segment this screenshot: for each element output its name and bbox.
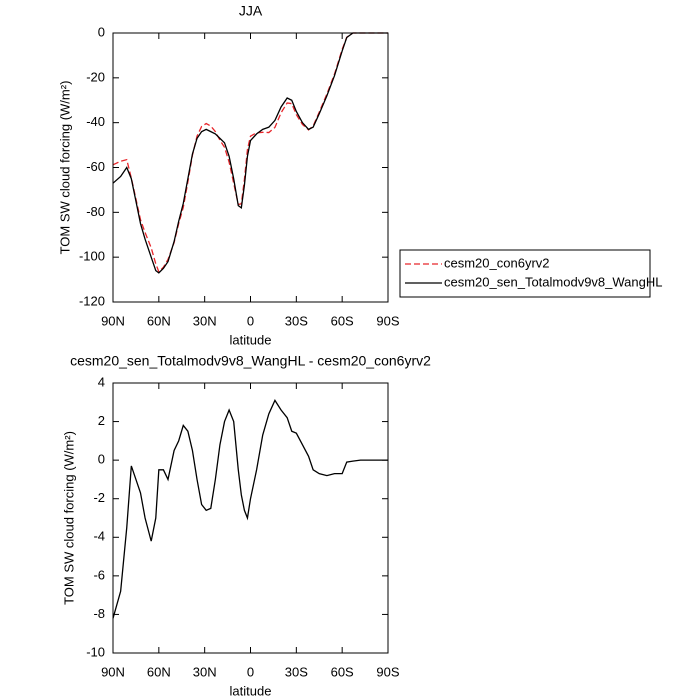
chart-title: cesm20_sen_Totalmodv9v8_WangHL - cesm20_… — [70, 353, 431, 369]
line-series — [112, 398, 388, 619]
x-tick-label: 60N — [147, 664, 171, 679]
y-tick-label: -60 — [86, 159, 105, 174]
y-tick-label: -8 — [93, 606, 105, 621]
x-tick-label: 90S — [376, 313, 399, 328]
x-tick-label: 0 — [247, 664, 254, 679]
x-tick-label: 60S — [331, 664, 354, 679]
y-tick-label: -4 — [93, 529, 105, 544]
y-tick-label: -2 — [93, 490, 105, 505]
y-tick-label: -10 — [86, 644, 105, 659]
y-tick-label: 2 — [98, 413, 105, 428]
plot-frame — [112, 32, 389, 303]
y-tick-label: -20 — [86, 69, 105, 84]
x-tick-label: 0 — [247, 313, 254, 328]
y-tick-label: -120 — [79, 293, 105, 308]
x-tick-label: 60N — [147, 313, 171, 328]
x-tick-label: 90N — [101, 313, 125, 328]
x-tick-label: 90S — [376, 664, 399, 679]
y-tick-label: 4 — [98, 374, 105, 389]
y-tick-label: 0 — [98, 24, 105, 39]
line-series — [112, 32, 388, 273]
legend-label: cesm20_sen_Totalmodv9v8_WangHL — [444, 274, 662, 289]
y-tick-label: 0 — [98, 452, 105, 467]
legend-box — [399, 249, 651, 298]
legend-label: cesm20_con6yrv2 — [444, 255, 550, 270]
x-tick-label: 30S — [285, 313, 308, 328]
x-tick-label: 30N — [193, 313, 217, 328]
y-axis-label: TOM SW cloud forcing (W/m²) — [57, 81, 72, 255]
y-tick-label: -40 — [86, 114, 105, 129]
y-axis-label: TOM SW cloud forcing (W/m²) — [61, 431, 76, 605]
y-tick-label: -100 — [79, 249, 105, 264]
plot-frame — [112, 382, 389, 654]
x-axis-label: latitude — [230, 332, 272, 347]
y-tick-label: -80 — [86, 204, 105, 219]
x-tick-label: 30N — [193, 664, 217, 679]
x-tick-label: 30S — [285, 664, 308, 679]
x-axis-label: latitude — [230, 683, 272, 698]
x-tick-label: 60S — [331, 313, 354, 328]
y-tick-label: -6 — [93, 567, 105, 582]
chart-title: JJA — [239, 3, 263, 19]
x-tick-label: 90N — [101, 664, 125, 679]
line-series — [112, 32, 388, 274]
